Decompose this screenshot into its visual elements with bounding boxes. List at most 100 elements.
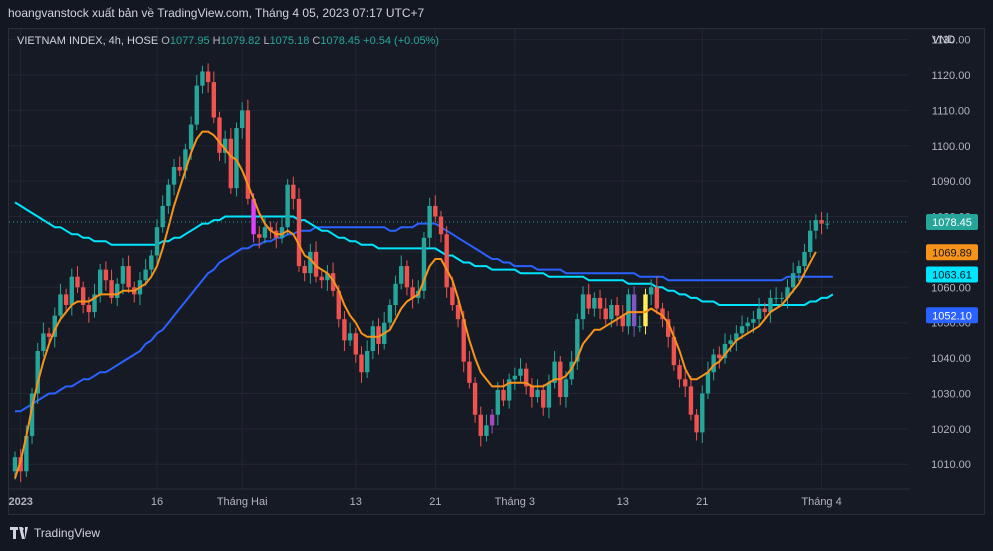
price-tag-box bbox=[926, 307, 978, 324]
candle-body bbox=[541, 389, 546, 408]
price-chart[interactable]: 1010.001020.001030.001040.001050.001060.… bbox=[9, 29, 984, 514]
candle-body bbox=[734, 333, 739, 341]
candle-body bbox=[501, 389, 506, 401]
candle-body bbox=[364, 351, 370, 373]
candle-body bbox=[46, 333, 52, 337]
x-tick-label: Tháng 3 bbox=[495, 496, 535, 508]
candle-body bbox=[467, 361, 472, 383]
candle-body bbox=[126, 266, 131, 288]
candle-body bbox=[433, 205, 438, 217]
candle-body bbox=[160, 205, 165, 228]
candle-body bbox=[393, 283, 398, 305]
tradingview-logo-icon bbox=[10, 527, 28, 539]
y-tick-label: 1120.00 bbox=[932, 70, 971, 82]
ohlc-legend: VIETNAM INDEX, 4h, HOSE O1077.95 H1079.8… bbox=[17, 35, 439, 47]
candle-body bbox=[12, 457, 18, 472]
candle-body bbox=[41, 333, 46, 351]
low-value: 1075.18 bbox=[269, 35, 310, 47]
y-tick-label: 1010.00 bbox=[931, 459, 971, 471]
candle-body bbox=[768, 297, 773, 313]
candle-body bbox=[671, 336, 677, 366]
candle-body bbox=[654, 287, 660, 309]
y-tick-label: 1100.00 bbox=[932, 141, 971, 153]
x-tick-label: 13 bbox=[350, 496, 362, 508]
candle-body bbox=[779, 297, 784, 299]
candle-body bbox=[444, 234, 449, 288]
candle-body bbox=[245, 110, 251, 199]
candle-body bbox=[512, 375, 518, 380]
candle-body bbox=[183, 149, 188, 171]
candle-body bbox=[120, 266, 126, 284]
candle-body bbox=[75, 276, 80, 288]
high-value: 1079.82 bbox=[220, 35, 261, 47]
chart-panel[interactable]: 1010.00 1020.00 1030.00 1040.00 1050.00 1060.… bbox=[8, 28, 985, 515]
time-axis[interactable]: 2023 16 Tháng Hai 13 21 Tháng 3 13 21 Tháng 4 bbox=[9, 496, 842, 508]
symbol-info: VIETNAM INDEX, 4h, HOSE bbox=[17, 35, 159, 47]
candle-body bbox=[52, 315, 57, 337]
candle-body bbox=[240, 110, 245, 129]
candle-body bbox=[552, 361, 557, 383]
candle-body bbox=[489, 414, 495, 426]
price-tags: 1078.45 1069.89 1063.61 1052.10 bbox=[926, 214, 978, 324]
candle-body bbox=[103, 269, 109, 281]
candle-body bbox=[631, 294, 637, 327]
candle-body bbox=[586, 294, 591, 309]
candle-body bbox=[722, 343, 728, 359]
candle-body bbox=[790, 273, 796, 288]
candle-body bbox=[717, 354, 722, 359]
candle-body bbox=[677, 365, 682, 380]
candle-body bbox=[268, 227, 273, 231]
candle-body bbox=[637, 326, 642, 328]
currency-label: VND bbox=[932, 34, 956, 46]
candle-body bbox=[580, 294, 586, 320]
ma-slow-line bbox=[15, 222, 833, 413]
candle-body bbox=[319, 276, 324, 281]
candle-body bbox=[683, 379, 688, 387]
candle-body bbox=[154, 227, 160, 256]
y-tick-label: 1110.00 bbox=[932, 105, 970, 117]
y-tick-label: 1090.00 bbox=[931, 176, 971, 188]
candle-body bbox=[620, 315, 625, 327]
candle-body bbox=[149, 255, 154, 270]
candle-body bbox=[484, 425, 489, 436]
candle-body bbox=[35, 351, 40, 394]
x-tick-label: 21 bbox=[429, 496, 441, 508]
high-label: H bbox=[212, 35, 221, 47]
candle-body bbox=[325, 273, 330, 281]
x-tick-label: Tháng 4 bbox=[801, 496, 841, 508]
candle-body bbox=[455, 305, 461, 320]
candle-body bbox=[461, 319, 466, 362]
candle-body bbox=[529, 386, 535, 397]
candle-body bbox=[597, 297, 603, 309]
candle-body bbox=[399, 266, 404, 284]
candle-body bbox=[575, 319, 580, 362]
candle-body bbox=[222, 138, 228, 153]
candle-body bbox=[257, 234, 262, 238]
candle-body bbox=[666, 319, 671, 337]
y-tick-label: 1020.00 bbox=[931, 424, 971, 436]
candle-body bbox=[785, 287, 790, 298]
candles bbox=[12, 63, 830, 482]
low-label: L bbox=[263, 35, 270, 47]
candle-body bbox=[756, 308, 762, 320]
candle-body bbox=[808, 230, 813, 252]
candle-body bbox=[421, 237, 427, 291]
candle-body bbox=[194, 85, 199, 125]
candle-body bbox=[302, 266, 307, 274]
candle-body bbox=[376, 326, 381, 344]
candle-body bbox=[188, 124, 194, 150]
footer[interactable]: TradingView bbox=[10, 526, 100, 540]
candle-body bbox=[228, 138, 234, 189]
candle-body bbox=[825, 223, 830, 225]
candle-body bbox=[200, 71, 205, 86]
candle-body bbox=[495, 389, 500, 415]
candle-body bbox=[569, 361, 574, 380]
candle-body bbox=[660, 308, 665, 320]
candle-body bbox=[63, 294, 69, 305]
candle-body bbox=[115, 283, 120, 298]
candle-body bbox=[370, 326, 376, 351]
ma-fast-line bbox=[14, 130, 817, 479]
candle-body bbox=[796, 266, 802, 274]
candle-body bbox=[18, 457, 23, 472]
candle-body bbox=[728, 340, 733, 344]
